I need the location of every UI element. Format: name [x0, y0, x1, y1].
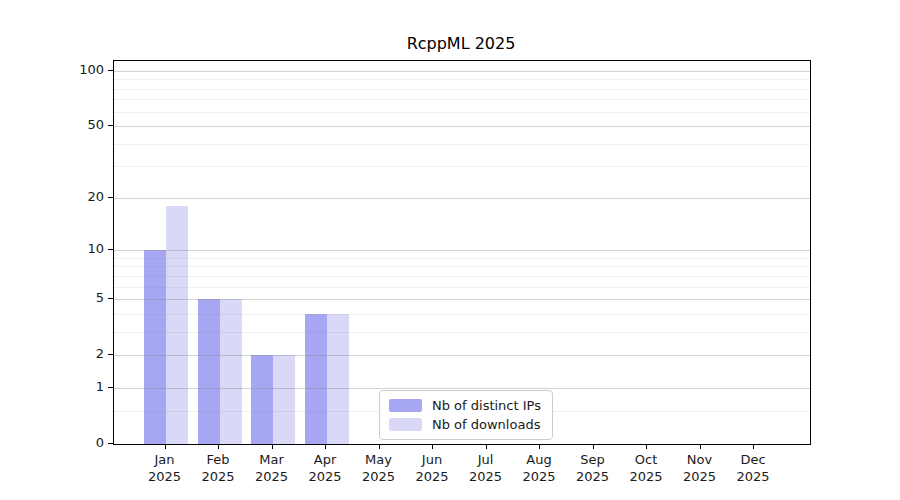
- x-tick-mark: [486, 445, 487, 449]
- chart-title: RcppML 2025: [113, 34, 809, 53]
- x-tick-mark: [218, 445, 219, 449]
- y-tick-label: 0: [38, 435, 104, 451]
- chart: RcppML 2025 Nb of distinct IPs Nb of dow…: [0, 0, 900, 500]
- bar-distinct-ips: [251, 355, 273, 444]
- x-tick-mark: [432, 445, 433, 449]
- y-tick-label: 2: [38, 346, 104, 362]
- bar-downloads: [220, 299, 242, 444]
- x-tick-mark: [325, 445, 326, 449]
- minor-gridline: [114, 99, 810, 100]
- y-tick-mark: [108, 387, 113, 388]
- y-tick-label: 20: [38, 189, 104, 205]
- y-tick-mark: [108, 298, 113, 299]
- major-gridline: [114, 355, 810, 356]
- bars-layer: [114, 61, 810, 444]
- minor-gridline: [114, 112, 810, 113]
- legend: Nb of distinct IPs Nb of downloads: [379, 390, 553, 440]
- bar-distinct-ips: [144, 250, 166, 444]
- major-gridline: [114, 388, 810, 389]
- y-tick-label: 100: [38, 62, 104, 78]
- legend-item-downloads: Nb of downloads: [389, 417, 541, 432]
- major-gridline: [114, 198, 810, 199]
- plot-area: Nb of distinct IPs Nb of downloads: [113, 60, 811, 445]
- y-tick-mark: [108, 197, 113, 198]
- minor-gridline: [114, 79, 810, 80]
- bar-distinct-ips: [305, 314, 327, 444]
- y-tick-label: 5: [38, 290, 104, 306]
- y-tick-mark: [108, 125, 113, 126]
- bar-downloads: [166, 206, 188, 444]
- minor-gridline: [114, 89, 810, 90]
- minor-gridline: [114, 332, 810, 333]
- bar-downloads: [327, 314, 349, 444]
- minor-gridline: [114, 266, 810, 267]
- bar-distinct-ips: [198, 299, 220, 444]
- x-tick-mark: [165, 445, 166, 449]
- y-tick-label: 50: [38, 117, 104, 133]
- minor-gridline: [114, 258, 810, 259]
- legend-item-distinct-ips: Nb of distinct IPs: [389, 398, 541, 413]
- major-gridline: [114, 71, 810, 72]
- grid-layer: [114, 61, 810, 444]
- minor-gridline: [114, 144, 810, 145]
- x-tick-mark: [379, 445, 380, 449]
- y-tick-label: 10: [38, 241, 104, 257]
- major-gridline: [114, 299, 810, 300]
- y-tick-mark: [108, 249, 113, 250]
- minor-gridline: [114, 166, 810, 167]
- y-tick-mark: [108, 443, 113, 444]
- x-tick-label: Dec 2025: [721, 451, 785, 485]
- legend-swatch-distinct-ips: [389, 399, 422, 412]
- minor-gridline: [114, 287, 810, 288]
- legend-label-distinct-ips: Nb of distinct IPs: [432, 398, 541, 413]
- y-tick-label: 1: [38, 379, 104, 395]
- y-tick-mark: [108, 70, 113, 71]
- x-tick-mark: [646, 445, 647, 449]
- x-tick-mark: [700, 445, 701, 449]
- x-tick-mark: [272, 445, 273, 449]
- y-tick-mark: [108, 354, 113, 355]
- major-gridline: [114, 250, 810, 251]
- x-tick-mark: [593, 445, 594, 449]
- minor-gridline: [114, 314, 810, 315]
- legend-label-downloads: Nb of downloads: [432, 417, 540, 432]
- bar-downloads: [273, 355, 295, 444]
- legend-swatch-downloads: [389, 418, 422, 431]
- x-tick-mark: [539, 445, 540, 449]
- major-gridline: [114, 126, 810, 127]
- minor-gridline: [114, 276, 810, 277]
- x-tick-mark: [753, 445, 754, 449]
